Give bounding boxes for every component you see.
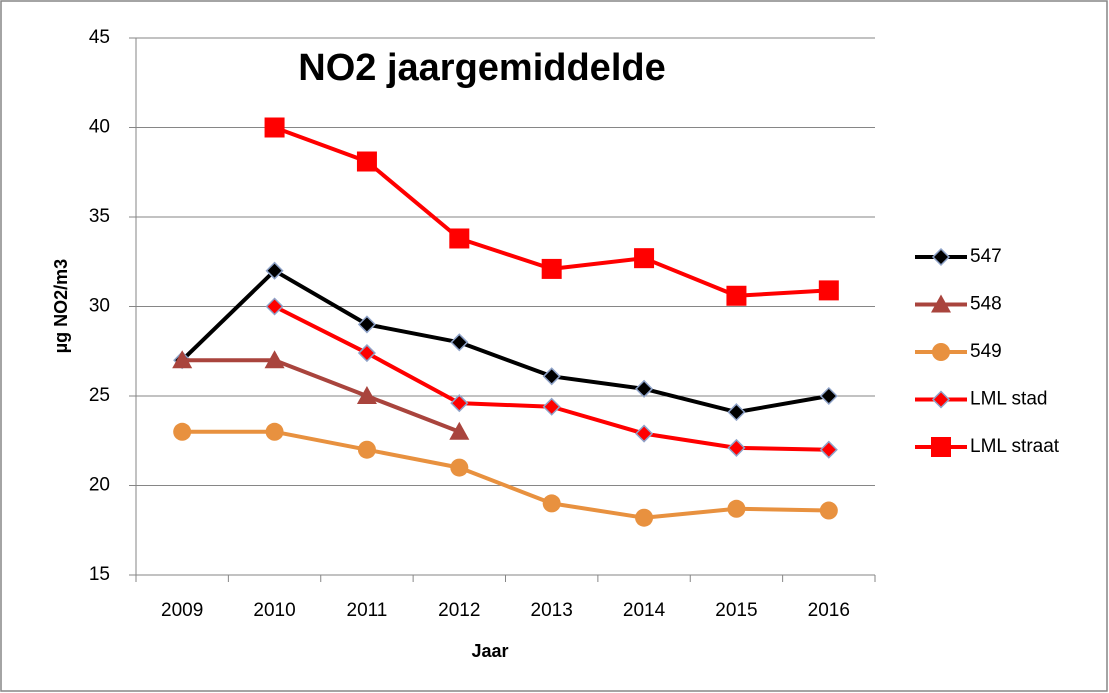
data-point bbox=[727, 403, 746, 422]
data-point bbox=[356, 386, 377, 404]
legend-label: 549 bbox=[970, 341, 1002, 362]
data-point bbox=[173, 422, 192, 441]
data-point bbox=[264, 350, 285, 369]
data-point bbox=[635, 424, 654, 443]
x-tick-label: 2009 bbox=[161, 600, 203, 621]
y-tick-label: 15 bbox=[89, 564, 110, 585]
chart-title: NO2 jaargemiddelde bbox=[298, 47, 665, 89]
series-line bbox=[180, 268, 830, 415]
data-point bbox=[819, 386, 838, 406]
y-tick-label: 20 bbox=[89, 475, 110, 496]
y-tick-label: 45 bbox=[89, 27, 110, 48]
data-point bbox=[265, 297, 284, 316]
data-point bbox=[819, 440, 838, 459]
data-point bbox=[449, 421, 470, 440]
x-tick-label: 2010 bbox=[253, 600, 295, 621]
legend-label: LML straat bbox=[970, 436, 1060, 457]
data-point bbox=[727, 438, 746, 457]
data-point bbox=[726, 285, 747, 306]
data-point bbox=[356, 151, 377, 172]
y-tick-label: 25 bbox=[89, 385, 110, 406]
data-point bbox=[818, 280, 839, 301]
legend-label: 548 bbox=[970, 294, 1002, 315]
data-point bbox=[542, 397, 561, 416]
data-point bbox=[541, 258, 562, 279]
data-point bbox=[450, 458, 469, 477]
data-point bbox=[634, 248, 655, 269]
data-point bbox=[449, 228, 470, 249]
data-point bbox=[265, 261, 284, 280]
data-point bbox=[264, 117, 285, 138]
series-line bbox=[182, 358, 461, 434]
data-point bbox=[819, 501, 838, 520]
y-tick-label: 30 bbox=[89, 296, 110, 317]
data-point bbox=[172, 350, 193, 369]
data-point bbox=[727, 499, 746, 518]
legend-marker bbox=[931, 294, 951, 313]
series-line bbox=[182, 429, 829, 520]
data-point bbox=[542, 367, 561, 386]
data-point bbox=[357, 440, 376, 459]
data-point bbox=[357, 343, 376, 363]
data-point bbox=[635, 508, 654, 527]
y-axis-title: µg NO2/m3 bbox=[51, 259, 71, 353]
x-tick-label: 2013 bbox=[531, 600, 573, 621]
x-tick-label: 2015 bbox=[715, 600, 757, 621]
x-tick-label: 2016 bbox=[808, 600, 850, 621]
data-point bbox=[450, 333, 469, 352]
legend-marker bbox=[932, 343, 950, 361]
x-axis-title: Jaar bbox=[471, 641, 508, 661]
legend-marker bbox=[931, 437, 951, 457]
data-point bbox=[450, 394, 469, 413]
data-point bbox=[635, 379, 654, 398]
legend-marker bbox=[931, 247, 951, 267]
data-point bbox=[542, 494, 561, 513]
legend-label: LML stad bbox=[970, 389, 1047, 410]
data-point bbox=[265, 422, 284, 441]
legend-label: 547 bbox=[970, 246, 1002, 267]
y-tick-label: 40 bbox=[89, 117, 110, 138]
x-tick-label: 2012 bbox=[438, 600, 480, 621]
legend-marker bbox=[931, 390, 951, 409]
x-tick-label: 2011 bbox=[347, 600, 388, 621]
data-point bbox=[357, 315, 376, 334]
y-tick-label: 35 bbox=[89, 206, 110, 227]
x-tick-label: 2014 bbox=[623, 600, 666, 621]
